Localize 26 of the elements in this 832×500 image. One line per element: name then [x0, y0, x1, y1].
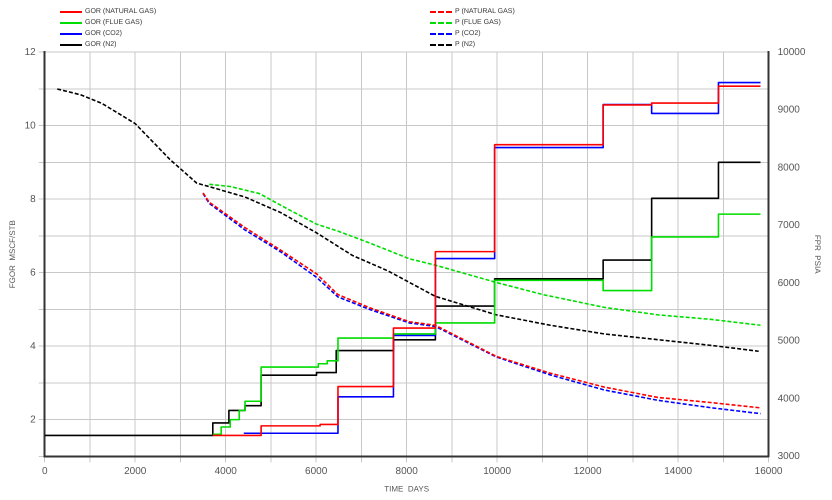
- y2-axis-title: FPR PSIA: [812, 234, 822, 274]
- y-tick-label: 4: [30, 340, 36, 352]
- y-tick-label: 10: [24, 120, 36, 132]
- y2-tick-label: 3000: [778, 451, 800, 462]
- y-tick-label: 2: [30, 414, 36, 426]
- y-axis-title: FGOR MSCF/STB: [8, 220, 18, 288]
- y2-tick-label: 5000: [778, 336, 800, 347]
- x-tick-label: 2000: [124, 466, 147, 478]
- y2-tick-label: 10000: [778, 46, 806, 58]
- x-tick-label: 12000: [574, 466, 602, 478]
- y2-tick-label: 6000: [778, 278, 800, 289]
- y2-tick-label: 9000: [778, 104, 800, 116]
- y2-tick-label: 7000: [778, 220, 800, 232]
- y-tick-label: 8: [30, 194, 36, 205]
- x-tick-label: 14000: [664, 466, 692, 478]
- x-tick-label: 8000: [396, 466, 418, 478]
- y2-tick-label: 4000: [778, 393, 800, 404]
- x-tick-label: 16000: [754, 466, 783, 478]
- x-tick-label: 0: [42, 466, 48, 478]
- x-tick-label: 4000: [214, 466, 238, 478]
- y2-tick-label: 8000: [778, 162, 800, 174]
- x-tick-label: 6000: [305, 466, 328, 478]
- y-tick-label: 12: [24, 46, 36, 58]
- x-tick-label: 10000: [483, 466, 512, 478]
- x-axis-title: TIME DAYS: [384, 484, 430, 494]
- y-tick-label: 6: [30, 267, 36, 278]
